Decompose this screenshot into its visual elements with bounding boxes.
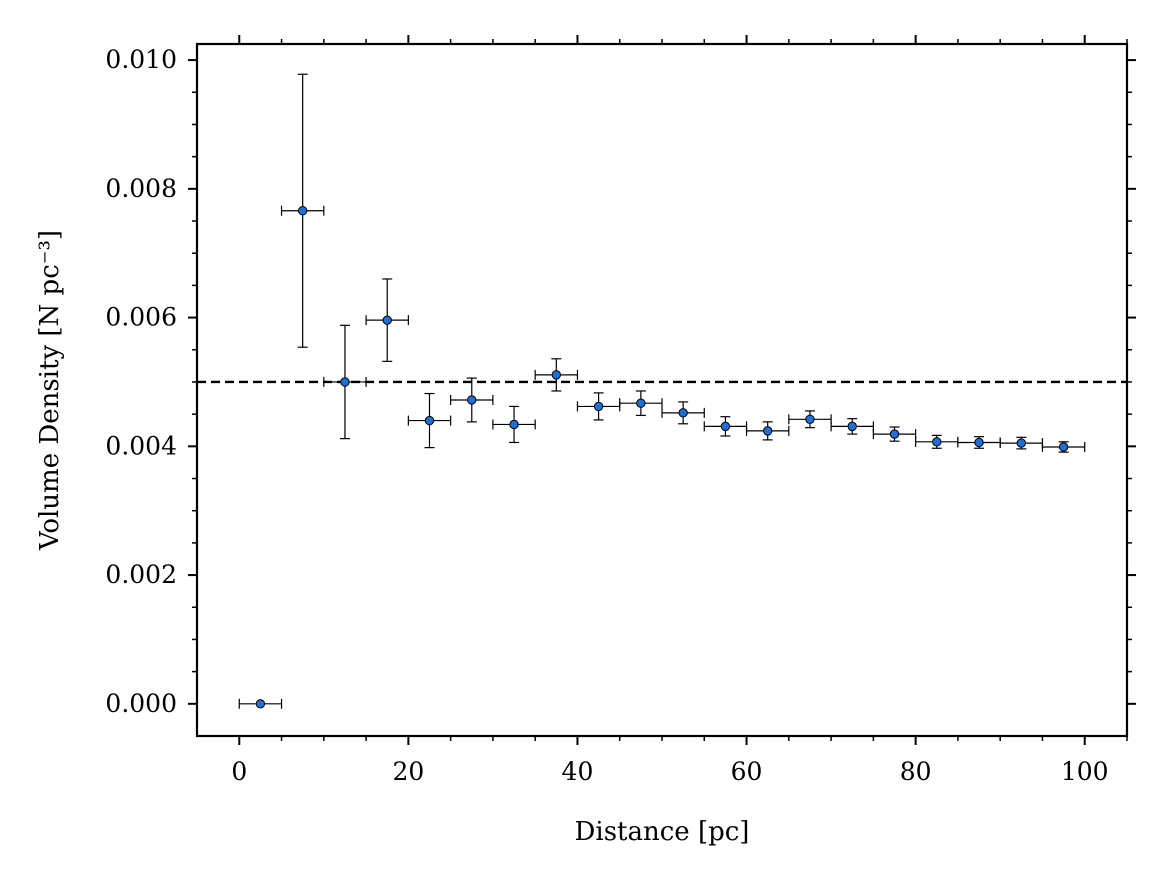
y-tick-label: 0.002 (105, 560, 177, 589)
data-point (636, 398, 646, 408)
data-point (805, 414, 815, 424)
data-point (762, 426, 773, 436)
marker-layer (255, 206, 1069, 709)
x-tick-label: 40 (562, 757, 594, 786)
plot-area-frame (195, 42, 1129, 738)
data-point (340, 377, 350, 387)
data-point (424, 415, 435, 426)
x-tick-label: 80 (900, 757, 932, 786)
x-tick-label: 20 (392, 757, 424, 786)
x-axis-label: Distance [pc] (575, 817, 750, 847)
data-point (255, 699, 266, 709)
x-tick-label: 0 (231, 757, 247, 786)
y-tick-label: 0.008 (105, 174, 177, 203)
y-tick-label: 0.010 (105, 45, 177, 74)
errorbar-layer (238, 73, 1086, 709)
y-tick-label: 0.004 (105, 431, 177, 460)
data-point (932, 437, 942, 447)
data-point (382, 315, 392, 325)
data-point (467, 395, 477, 405)
data-point (509, 419, 519, 430)
x-tick-label: 60 (731, 757, 763, 786)
data-point (551, 370, 562, 380)
tick-layer: 0 20 40 60 80 100 0.000 0.002 0.004 0.006 0.008 0.0… (105, 35, 1136, 786)
y-axis-label: Volume Density [N pc⁻³] (35, 230, 65, 551)
data-point (889, 429, 900, 439)
data-point (1016, 438, 1027, 448)
axes-layer (195, 42, 1129, 738)
data-point (678, 408, 688, 418)
data-point (1058, 442, 1069, 452)
data-point (297, 206, 308, 216)
data-point (847, 421, 857, 432)
x-tick-label: 100 (1061, 757, 1109, 786)
data-point (593, 401, 604, 412)
data-point (720, 421, 731, 432)
data-point (974, 437, 984, 448)
y-tick-label: 0.006 (105, 303, 177, 332)
y-tick-label: 0.000 (105, 689, 177, 718)
